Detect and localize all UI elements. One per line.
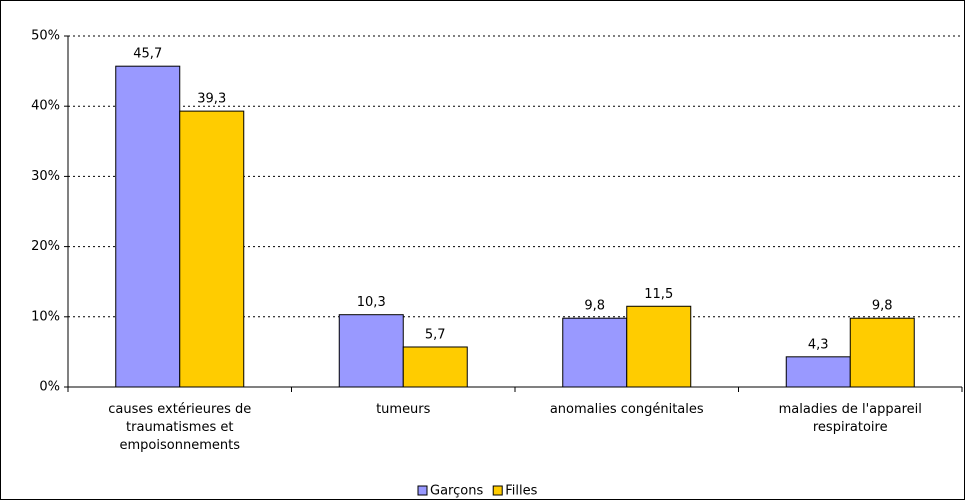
data-label: 4,3	[808, 337, 829, 352]
bar	[849, 317, 915, 388]
data-label: 9,8	[584, 299, 605, 314]
data-label: 45,7	[133, 47, 162, 62]
data-label: 5,7	[425, 327, 446, 342]
y-tick-label: 10%	[31, 309, 60, 324]
legend-swatch	[492, 485, 503, 496]
x-tick-label: causes extérieures de traumatismes et em…	[108, 402, 252, 453]
bar	[115, 65, 181, 388]
legend-label: Filles	[505, 484, 537, 499]
x-tick-label: maladies de l'appareil respiratoire	[778, 402, 922, 435]
y-tick-label: 50%	[31, 29, 60, 44]
y-tick-label: 20%	[31, 239, 60, 254]
y-tick-label: 40%	[31, 99, 60, 114]
legend-swatch	[417, 485, 428, 496]
y-tick-label: 0%	[39, 380, 60, 395]
bar	[785, 356, 851, 388]
bar	[179, 110, 245, 388]
data-label: 11,5	[644, 287, 673, 302]
y-tick-label: 30%	[31, 169, 60, 184]
bar	[402, 346, 468, 388]
bar	[562, 317, 628, 388]
legend-label: Garçons	[430, 484, 483, 499]
x-tick-label: tumeurs	[376, 402, 431, 417]
bar	[626, 305, 692, 388]
data-label: 10,3	[357, 295, 386, 310]
data-label: 9,8	[872, 299, 893, 314]
bar	[338, 314, 404, 388]
x-tick-label: anomalies congénitales	[549, 402, 704, 417]
data-label: 39,3	[197, 92, 226, 107]
